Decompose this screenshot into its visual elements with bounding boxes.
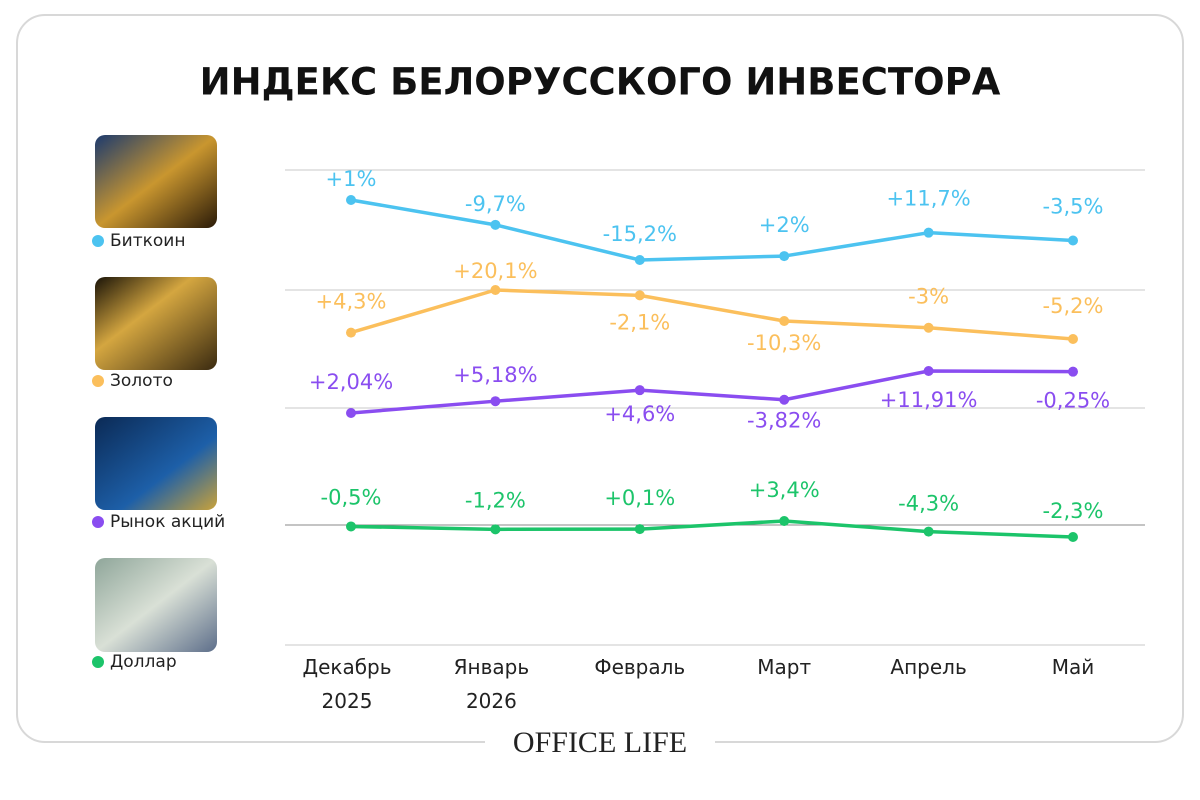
data-label: -3,5% <box>1043 194 1104 218</box>
data-label: -0,5% <box>321 485 382 509</box>
legend-label: Золото <box>110 371 173 391</box>
data-label: -3% <box>908 285 949 309</box>
point <box>490 219 501 230</box>
data-label: -4,3% <box>898 492 959 516</box>
point <box>634 290 645 301</box>
point <box>1068 366 1078 377</box>
series-line <box>350 519 1074 539</box>
point <box>779 394 790 405</box>
data-label: +3,4% <box>749 478 820 502</box>
data-label: +20,1% <box>453 259 537 283</box>
data-label: +4,6% <box>604 402 675 426</box>
series-line <box>350 369 1074 415</box>
point <box>490 285 501 295</box>
data-label: +0,1% <box>604 486 675 510</box>
data-label: -2,3% <box>1043 499 1104 523</box>
gold-image <box>95 277 217 370</box>
x-tick-label: Февраль <box>594 655 686 679</box>
x-tick-label: Январь 2026 <box>453 655 530 713</box>
x-tick-label: Декабрь 2025 <box>302 655 392 713</box>
data-label: -10,3% <box>747 331 821 355</box>
point <box>923 526 934 537</box>
point <box>1068 334 1078 344</box>
point <box>346 521 356 532</box>
legend-label: Доллар <box>110 652 177 672</box>
footer-logo: OFFICE LIFE <box>513 726 687 759</box>
chart-title: ИНДЕКС БЕЛОРУССКОГО ИНВЕСТОРА <box>200 61 1001 104</box>
series-line <box>350 198 1074 262</box>
point <box>634 255 645 265</box>
point <box>346 195 356 205</box>
point <box>923 227 934 238</box>
data-label: -15,2% <box>603 222 677 246</box>
point <box>346 408 356 418</box>
bitcoin-image <box>95 135 217 228</box>
point <box>923 366 934 376</box>
point <box>1068 235 1078 246</box>
data-label: +5,18% <box>453 363 537 387</box>
data-label: -5,2% <box>1043 294 1104 318</box>
legend-marker <box>92 235 104 247</box>
point <box>779 316 790 327</box>
footer-bg <box>485 728 715 760</box>
legend-label: Рынок акций <box>110 512 225 532</box>
dollar-image <box>95 558 217 652</box>
data-label: +2,04% <box>309 370 393 394</box>
point <box>346 327 356 338</box>
x-tick-label: Март <box>757 655 812 679</box>
point <box>490 524 501 535</box>
data-label: -3,82% <box>747 409 821 433</box>
point <box>634 385 645 396</box>
data-label: -1,2% <box>465 488 526 512</box>
data-label: -9,7% <box>465 192 526 216</box>
data-label: +11,91% <box>880 388 978 412</box>
point <box>923 322 934 333</box>
legend-marker <box>92 656 104 668</box>
legend-marker <box>92 516 104 528</box>
point <box>779 516 790 526</box>
point <box>634 524 645 535</box>
data-label: +2% <box>759 213 810 237</box>
data-label: -2,1% <box>609 310 670 334</box>
data-label: -0,25% <box>1036 389 1110 413</box>
data-label: +1% <box>326 167 377 191</box>
stocks-image <box>95 417 217 510</box>
series-line <box>350 288 1074 341</box>
point <box>490 396 501 407</box>
x-tick-label: Апрель <box>890 655 967 679</box>
x-tick-label: Май <box>1051 655 1095 679</box>
data-label: +11,7% <box>886 187 970 211</box>
legend-label: Биткоин <box>110 231 185 251</box>
legend-marker <box>92 375 104 387</box>
point <box>779 251 790 262</box>
data-label: +4,3% <box>316 290 387 314</box>
point <box>1068 532 1078 542</box>
